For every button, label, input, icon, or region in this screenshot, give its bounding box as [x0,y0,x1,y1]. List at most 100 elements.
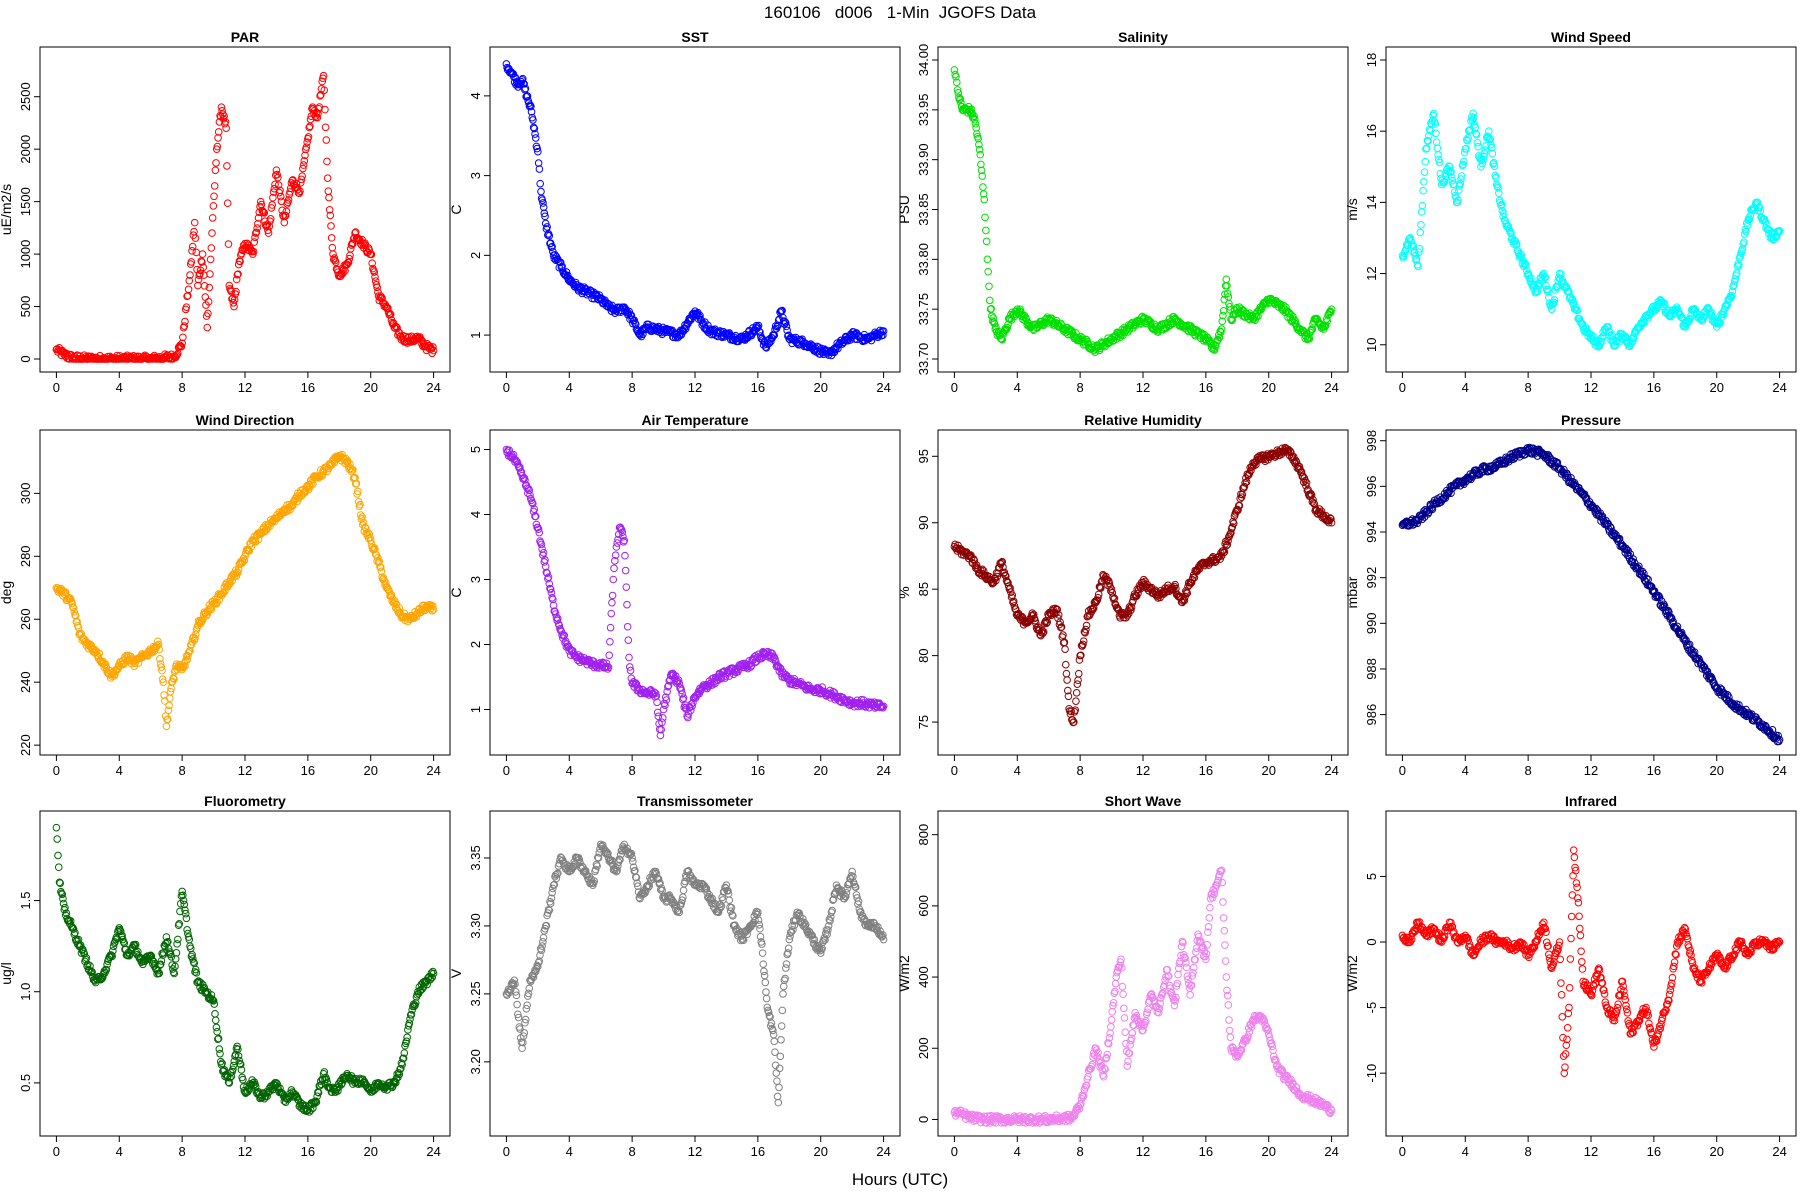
par-data-point [321,105,329,114]
figure-title: 160106 d006 1-Min JGOFS Data [763,3,1037,22]
sst-data-point [527,108,536,116]
fluorometry-x-tick-label: 4 [116,1144,123,1159]
par-data-point [210,192,218,201]
par-data-point [180,322,189,330]
sst-data-point [531,134,540,142]
par-data-point [201,293,210,301]
par-data-point [182,303,191,311]
air-temperature-y-axis-label: C [448,587,464,597]
par-data-point [282,207,291,216]
salinity-y-tick-label: 33.70 [916,343,931,376]
wind-speed-y-tick-label: 12 [1364,266,1379,280]
par-data-point [178,339,186,348]
par-data-point [429,346,438,355]
par-data-point [316,92,324,100]
relative-humidity-y-tick-label: 85 [916,582,931,596]
par-data-point [232,275,241,284]
relative-humidity-y-axis-label: % [896,586,912,598]
par-data-point [327,222,335,230]
sst-x-tick-label: 12 [688,380,702,395]
par-y-tick-label: 1000 [18,240,33,269]
sst-data-point [539,203,548,212]
par-data-point [204,309,212,318]
par-data-point [368,259,376,268]
salinity-title: Salinity [1118,29,1168,45]
par-data-point [305,123,314,132]
par-data-point [268,201,276,209]
par-data-point [313,113,322,122]
sst-title: SST [681,29,709,45]
wind-speed-x-tick-label: 16 [1647,380,1661,395]
wind-speed-data-point [1421,157,1430,166]
sst-data-point [562,268,571,276]
par-x-tick-label: 12 [238,380,252,395]
pressure-x-tick-label: 0 [1399,763,1406,778]
par-data-point [281,211,290,220]
fluorometry-data-point [54,863,63,872]
sst-data-point [537,187,545,196]
sst-data-point [545,231,554,240]
wind-direction-y-tick-label: 220 [18,734,33,756]
par-data-point [273,170,281,179]
salinity-x-tick-label: 4 [1014,380,1021,395]
par-data-point [320,86,329,94]
pressure-x-tick-label: 4 [1462,763,1469,778]
sst-y-tick-label: 2 [468,252,483,259]
sst-y-tick-label: 4 [468,92,483,99]
par-data-point [264,226,272,235]
sst-data-point [535,165,544,173]
salinity-y-tick-label: 33.75 [916,293,931,326]
wind-direction-data-point [165,701,173,710]
relative-humidity-x-tick-label: 0 [951,763,958,778]
par-data-point [393,324,401,332]
fluorometry-data-point [216,1049,224,1058]
wind-speed-data-point [1474,142,1482,151]
sst-data-point [527,102,535,111]
par-data-point [206,255,215,264]
fluorometry-x-tick-label: 20 [363,1144,377,1159]
par-data-point [286,188,294,196]
air-temperature-data-point [606,637,614,646]
sst-data-point [531,130,539,138]
sst-data-point [540,209,549,218]
wind-speed-data-point [1420,178,1428,186]
sst-data-point [536,179,544,188]
par-data-point [192,248,201,257]
fluorometry-title: Fluorometry [204,793,286,809]
par-data-point [294,185,302,194]
par-data-point [323,174,332,182]
par-data-point [220,112,228,121]
sst-x-tick-label: 4 [566,380,573,395]
sst-x-tick-label: 20 [813,380,827,395]
wind-direction-y-tick-label: 260 [18,608,33,630]
air-temperature-data-point [608,591,617,600]
par-data-point [217,103,226,112]
par-data-point [198,250,207,258]
salinity-data-point [981,213,989,222]
relative-humidity-y-tick-label: 95 [916,449,931,463]
par-data-point [191,234,200,242]
relative-humidity-x-tick-label: 12 [1136,763,1150,778]
par-data-point [319,71,328,80]
wind-speed-points [1398,109,1784,351]
salinity-data-point [972,124,980,132]
relative-humidity-y-tick-label: 80 [916,648,931,662]
par-data-point [185,276,194,285]
air-temperature-y-tick-label: 3 [468,576,483,583]
relative-humidity-data-point [1061,660,1070,669]
sst-y-axis-label: C [448,204,464,214]
par-x-tick-label: 20 [363,380,377,395]
par-data-point [177,342,186,351]
pressure-y-tick-label: 998 [1364,430,1379,452]
par-data-point [266,215,275,223]
relative-humidity-x-tick-label: 20 [1261,763,1275,778]
relative-humidity-data-point [1074,669,1083,678]
sst-data-point [548,242,556,251]
par-data-point [211,166,220,175]
pressure-x-tick-label: 8 [1525,763,1532,778]
air-temperature-data-point [605,651,614,660]
par-y-tick-label: 0 [18,355,33,362]
